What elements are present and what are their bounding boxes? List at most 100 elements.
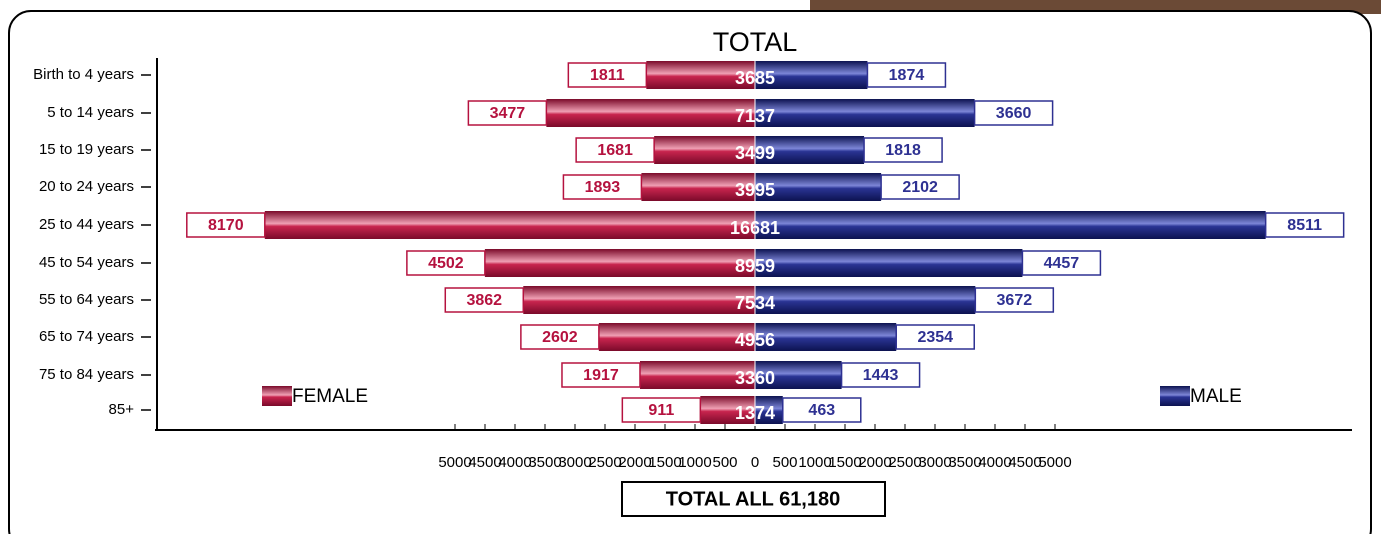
x-tick-label: 1500: [828, 454, 861, 471]
total-value: 7137: [735, 106, 775, 126]
x-tick-label: 3000: [558, 454, 591, 471]
value-box: [840, 362, 921, 388]
x-tick-label: 1500: [648, 454, 681, 471]
value-box: [1264, 212, 1345, 238]
total-value: 4956: [735, 330, 775, 350]
total-value: 3499: [735, 143, 775, 163]
y-tick-label: 5 to 14 years: [47, 104, 134, 121]
x-tick-label: 2500: [888, 454, 921, 471]
value-box: [561, 362, 641, 388]
value-label: 3862: [466, 292, 502, 309]
x-tick-label: 0: [751, 454, 759, 471]
x-tick-label: 4000: [498, 454, 531, 471]
total-value: 3995: [735, 180, 775, 200]
x-tick-label: 500: [712, 454, 737, 471]
bar: [700, 396, 755, 424]
y-tick-label: 20 to 24 years: [39, 178, 134, 195]
total-value: 1374: [735, 403, 775, 423]
value-label: 911: [648, 402, 674, 419]
x-tick-label: 3500: [528, 454, 561, 471]
value-label: 1917: [583, 367, 619, 384]
bar: [641, 173, 755, 201]
value-box: [467, 100, 548, 126]
value-label: 8511: [1287, 217, 1322, 234]
total-value: 3685: [735, 68, 775, 88]
bar: [639, 361, 755, 389]
legend-label: MALE: [1190, 386, 1242, 407]
value-box: [621, 397, 702, 423]
bar: [755, 173, 882, 201]
bar: [755, 211, 1266, 239]
x-tick-label: 2000: [858, 454, 891, 471]
total-value: 7534: [735, 293, 775, 313]
bar: [755, 396, 783, 424]
value-label: 1818: [885, 142, 921, 159]
x-tick-label: 1000: [798, 454, 831, 471]
y-tick-label: 85+: [109, 401, 135, 418]
y-tick-label: 45 to 54 years: [39, 254, 134, 271]
value-label: 1443: [863, 367, 899, 384]
total-label: TOTAL ALL 61,180: [666, 488, 841, 510]
y-tick-label: 65 to 74 years: [39, 328, 134, 345]
value-label: 3660: [996, 105, 1032, 122]
value-box: [562, 174, 643, 200]
legend-swatch: [1160, 386, 1190, 406]
bar: [755, 136, 865, 164]
total-value: 8959: [735, 256, 775, 276]
value-box: [782, 397, 862, 423]
x-tick-label: 5000: [438, 454, 471, 471]
value-label: 4502: [428, 255, 464, 272]
value-box: [575, 137, 655, 163]
total-box: [621, 481, 886, 517]
bar: [755, 323, 897, 351]
y-tick-label: 25 to 44 years: [39, 216, 134, 233]
x-tick-label: 3500: [948, 454, 981, 471]
y-tick-label: 15 to 19 years: [39, 141, 134, 158]
value-box: [866, 62, 947, 88]
value-label: 3477: [490, 105, 526, 122]
bar: [523, 286, 755, 314]
x-tick-label: 3000: [918, 454, 951, 471]
value-box: [444, 287, 525, 313]
value-label: 1874: [889, 67, 925, 84]
value-box: [1021, 250, 1102, 276]
value-box: [520, 324, 600, 350]
value-label: 2602: [542, 329, 578, 346]
bar: [264, 211, 755, 239]
value-box: [973, 100, 1054, 126]
bar: [598, 323, 755, 351]
x-tick-label: 2500: [588, 454, 621, 471]
y-tick-label: 55 to 64 years: [39, 291, 134, 308]
x-tick-label: 500: [772, 454, 797, 471]
value-box: [567, 62, 648, 88]
value-box: [186, 212, 266, 238]
chart-title: TOTAL: [713, 27, 798, 57]
bar: [755, 99, 975, 127]
y-tick-label: Birth to 4 years: [33, 66, 134, 83]
value-box: [895, 324, 975, 350]
value-label: 1681: [597, 142, 633, 159]
x-tick-label: 4500: [1008, 454, 1041, 471]
value-label: 463: [808, 402, 835, 419]
bar: [484, 249, 755, 277]
bar: [755, 249, 1023, 277]
value-label: 1811: [590, 67, 625, 84]
bar: [755, 361, 842, 389]
bar: [755, 61, 868, 89]
x-tick-label: 4000: [978, 454, 1011, 471]
value-box: [974, 287, 1055, 313]
value-box: [863, 137, 943, 163]
legend-label: FEMALE: [292, 386, 368, 407]
bar: [546, 99, 755, 127]
total-value: 16681: [730, 218, 780, 238]
value-box: [406, 250, 486, 276]
value-label: 4457: [1044, 255, 1080, 272]
value-box: [880, 174, 960, 200]
bar: [654, 136, 755, 164]
total-value: 3360: [735, 368, 775, 388]
bar: [755, 286, 976, 314]
value-label: 2102: [902, 179, 938, 196]
value-label: 8170: [208, 217, 244, 234]
x-tick-label: 1000: [678, 454, 711, 471]
